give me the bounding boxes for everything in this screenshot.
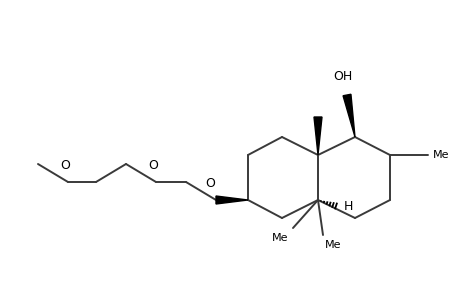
Text: O: O: [205, 177, 214, 190]
Text: Me: Me: [271, 233, 287, 243]
Text: O: O: [60, 159, 70, 172]
Text: H: H: [343, 200, 353, 212]
Text: Me: Me: [325, 240, 341, 250]
Polygon shape: [216, 196, 247, 204]
Text: OH: OH: [333, 70, 352, 83]
Polygon shape: [342, 94, 354, 137]
Text: Me: Me: [432, 150, 448, 160]
Text: O: O: [148, 159, 157, 172]
Polygon shape: [313, 117, 321, 155]
